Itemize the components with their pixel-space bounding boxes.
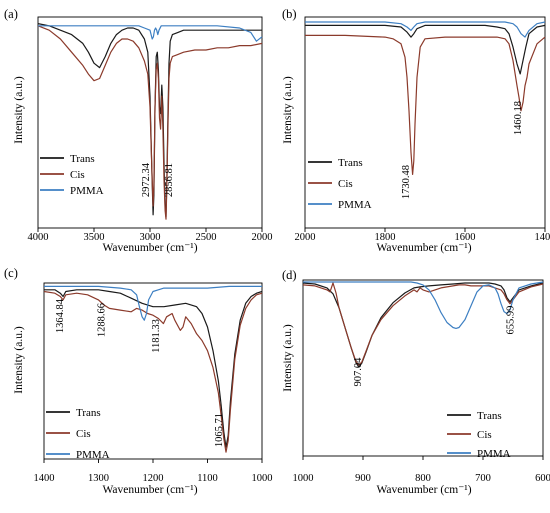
- legend-label: Trans: [338, 157, 363, 169]
- series-line-trans: [37, 23, 262, 218]
- x-tick-label: 4000: [28, 232, 49, 243]
- chart-panel-2: 2000 1800 1600 1400 1730.48 1460.18 Trans Cis PM…: [282, 7, 550, 254]
- x-tick-label: 1600: [455, 232, 476, 243]
- legend: Trans Cis PMMA: [46, 407, 110, 461]
- series-line-pmma: [38, 25, 263, 42]
- panel-label: (a): [4, 7, 18, 21]
- x-tick-label: 1400: [535, 232, 550, 243]
- series-line-cis: [43, 290, 263, 453]
- legend-label: Trans: [477, 410, 502, 422]
- x-tick-label: 2500: [196, 232, 217, 243]
- series-line-pmma: [44, 285, 262, 321]
- x-tick-label: 1100: [197, 473, 218, 484]
- legend-label: Cis: [338, 178, 353, 190]
- y-axis-title: Intensity (a.u.): [13, 326, 25, 394]
- x-tick-label: 1400: [34, 473, 55, 484]
- legend-label: PMMA: [477, 448, 511, 460]
- plot-frame: [304, 16, 546, 229]
- x-axis-title: Wavenumber (cm⁻¹): [376, 484, 471, 496]
- y-axis-title: Intensity (a.u.): [13, 76, 25, 144]
- x-tick-label: 3000: [140, 232, 161, 243]
- x-tick-label: 1200: [143, 473, 164, 484]
- peak-annotation: 1288.66: [97, 303, 108, 337]
- x-tick-label: 800: [415, 473, 431, 484]
- peak-annotation: 2972.34: [141, 162, 152, 197]
- x-tick-label: 900: [355, 473, 371, 484]
- series-line-trans: [305, 24, 546, 75]
- series-line-trans: [44, 289, 263, 448]
- chart-panel-1: 4000 3500 3000 2500 2000 2972.34 2856.81 Trans C…: [4, 7, 273, 254]
- peak-annotation: 1460.18: [513, 101, 524, 135]
- x-tick-label: 2000: [252, 232, 273, 243]
- legend: Trans Cis PMMA: [308, 157, 372, 211]
- legend-label: PMMA: [338, 199, 372, 211]
- chart-panel-4: 1000 900 800 700 600 907.04 655.99 Trans Cis PMMA…: [282, 268, 550, 496]
- x-axis-title: Wavenumber (cm⁻¹): [102, 484, 197, 496]
- peak-annotation: 2856.81: [164, 163, 175, 197]
- y-axis-title: Intensity (a.u.): [282, 76, 294, 144]
- legend-label: Trans: [70, 153, 95, 165]
- series-line-pmma: [305, 21, 546, 38]
- legend-label: Cis: [70, 169, 85, 181]
- x-tick-label: 2000: [295, 232, 316, 243]
- x-axis-title: Wavenumber (cm⁻¹): [376, 242, 471, 254]
- peak-annotation: 1730.48: [401, 165, 412, 199]
- peak-annotation: 1065.71: [214, 413, 225, 447]
- peak-annotation: 907.04: [353, 357, 364, 387]
- legend: Trans Cis PMMA: [40, 153, 104, 197]
- chart-panel-3: 1400 1300 1200 1100 1000 1364.84 1288.66 1181.3…: [4, 266, 273, 496]
- x-tick-label: 1300: [88, 473, 109, 484]
- x-tick-label: 3500: [84, 232, 105, 243]
- series-line-cis: [37, 25, 263, 220]
- peak-annotation: 1181.33: [151, 319, 162, 353]
- legend-label: Cis: [477, 429, 492, 441]
- legend-label: Cis: [76, 428, 91, 440]
- panel-label: (c): [4, 266, 18, 280]
- x-tick-label: 700: [475, 473, 491, 484]
- series-line-cis: [302, 282, 544, 366]
- x-tick-label: 600: [535, 473, 550, 484]
- series-line-pmma: [303, 281, 544, 329]
- legend: Trans Cis PMMA: [447, 410, 511, 460]
- series-line-cis: [305, 34, 546, 175]
- legend-label: Trans: [76, 407, 101, 419]
- x-tick-label: 1000: [293, 473, 314, 484]
- x-axis-title: Wavenumber (cm⁻¹): [102, 242, 197, 254]
- legend-label: PMMA: [70, 185, 104, 197]
- y-axis-title: Intensity (a.u.): [282, 324, 294, 392]
- panel-label: (b): [282, 7, 297, 21]
- panel-label: (d): [282, 268, 297, 282]
- x-tick-label: 1800: [375, 232, 396, 243]
- x-tick-label: 1000: [252, 473, 273, 484]
- peak-annotation: 655.99: [505, 306, 516, 335]
- legend-label: PMMA: [76, 449, 110, 461]
- peak-annotation: 1364.84: [55, 298, 66, 333]
